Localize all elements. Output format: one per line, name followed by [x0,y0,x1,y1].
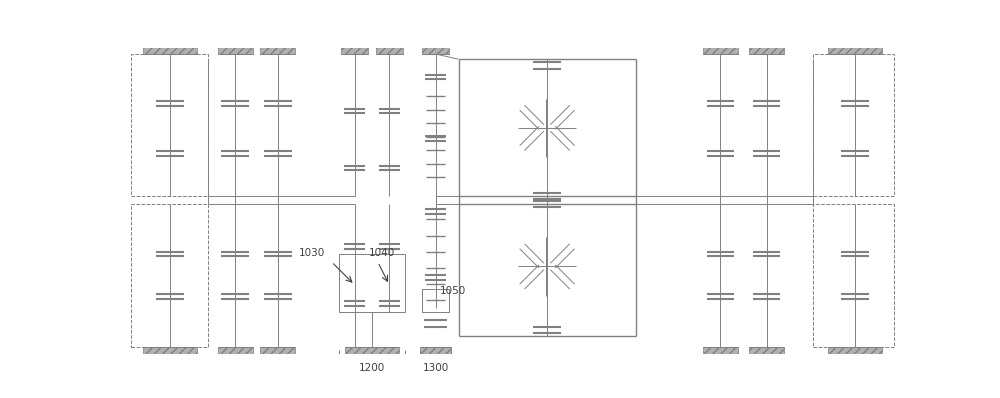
Bar [260,347,295,357]
Bar [143,43,197,54]
Bar [828,43,882,54]
Bar [345,347,399,357]
Bar [749,347,784,357]
Bar [339,254,405,312]
Bar [260,43,295,54]
Bar [131,204,208,347]
Bar [420,347,451,357]
Text: 1040: 1040 [368,248,395,258]
Text: 1050: 1050 [439,287,466,297]
Bar [703,347,738,357]
Bar [131,54,208,196]
Bar [813,54,894,196]
Bar [422,289,449,312]
Bar [218,347,253,357]
Text: 1030: 1030 [299,248,325,258]
Bar [703,43,738,54]
Bar [813,204,894,347]
Text: 1200: 1200 [358,363,385,373]
Bar [341,43,368,54]
Bar [749,43,784,54]
Bar [422,43,449,54]
Bar [143,347,197,357]
Bar [828,347,882,357]
Bar [376,43,403,54]
Text: 1300: 1300 [422,363,449,373]
Bar [218,43,253,54]
